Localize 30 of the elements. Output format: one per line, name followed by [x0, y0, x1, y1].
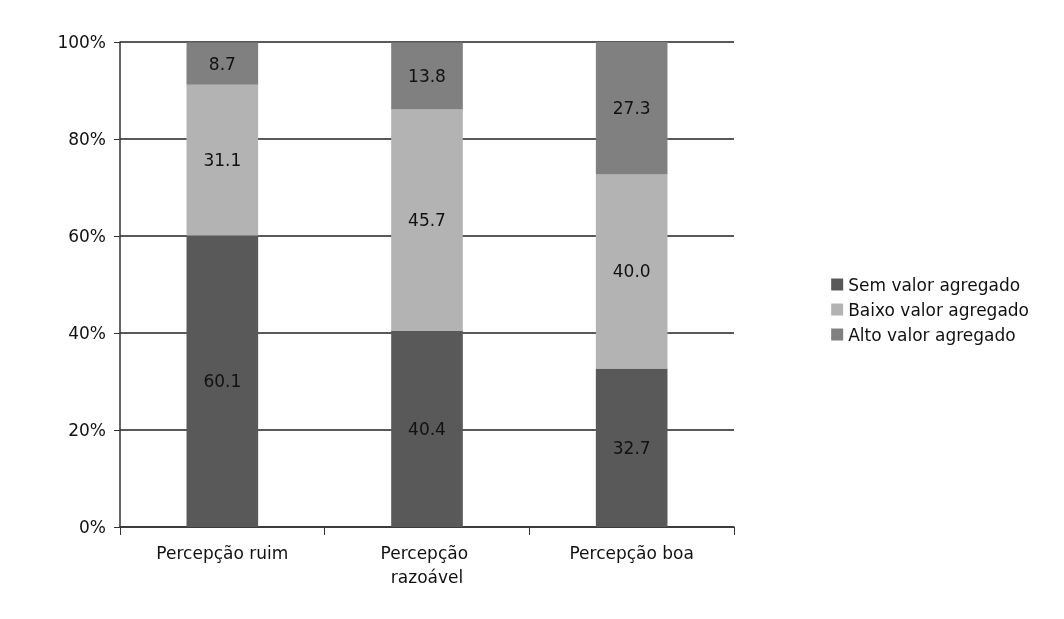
data-label: 31.1 [203, 150, 242, 171]
x-tick-label: Percepção ruim [156, 543, 289, 563]
data-label: 60.1 [203, 371, 242, 392]
bar [595, 368, 668, 527]
data-label: 45.7 [408, 210, 446, 231]
y-tick-label: 20% [68, 420, 106, 440]
bar [186, 84, 259, 236]
y-tick-label: 0% [79, 517, 106, 537]
bar [595, 42, 668, 175]
data-label: 40.4 [408, 419, 446, 440]
legend-label: Sem valor agregado [848, 274, 1021, 295]
y-tick-label: 40% [68, 323, 106, 343]
data-label: 40.0 [612, 261, 651, 282]
legend-label: Baixo valor agregado [848, 299, 1029, 320]
x-tick-label: Percepção boa [569, 543, 694, 563]
bar [391, 109, 463, 332]
bar [595, 174, 668, 369]
bar [391, 42, 463, 110]
bar [186, 42, 259, 85]
data-label: 32.7 [612, 437, 651, 458]
y-tick-label: 60% [68, 226, 106, 246]
y-tick-label: 80% [68, 129, 106, 149]
y-tick-label: 100% [57, 32, 106, 52]
data-label: 8.7 [208, 53, 236, 74]
x-tick-label: Percepção razoável [380, 543, 474, 587]
bar [186, 235, 259, 527]
legend-label: Alto valor agregado [848, 324, 1016, 345]
data-label: 13.8 [408, 65, 446, 86]
bar [391, 331, 463, 527]
data-label: 27.3 [612, 98, 651, 119]
